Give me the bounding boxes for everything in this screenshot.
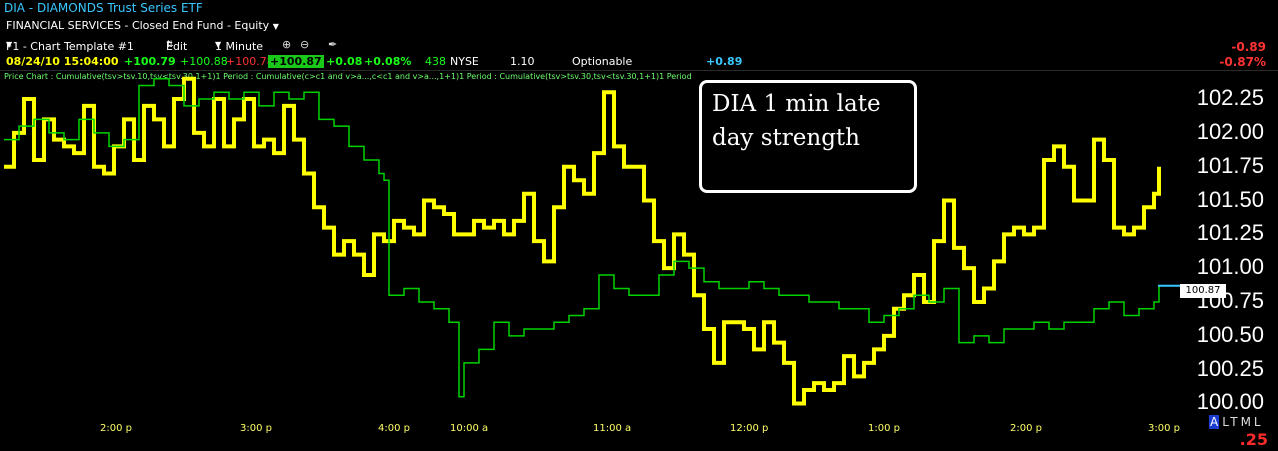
x-tick-label: 11:00 a [593, 423, 632, 434]
day-change-percent: -0.87% [1219, 55, 1266, 69]
price-series-line [4, 76, 1161, 406]
scale-option-selected[interactable]: A [1209, 415, 1220, 429]
quote-high: +100.88 [180, 55, 228, 68]
scale-step: .25 [1239, 430, 1268, 449]
quote-volume: 438 [425, 55, 446, 68]
divider [0, 70, 1278, 71]
interval-label: 1 Minute [215, 40, 264, 53]
y-tick-label: 101.25 [1196, 220, 1264, 246]
quote-open: +100.79 [124, 55, 176, 68]
x-tick-label: 3:00 p [1148, 423, 1180, 434]
chevron-down-icon: ▼ [6, 40, 13, 49]
quote-change: +0.08 [326, 55, 363, 68]
quote-exchange: NYSE [450, 55, 479, 68]
y-tick-label: 101.75 [1196, 152, 1264, 178]
draw-tool-icon[interactable]: ✒ [328, 38, 338, 51]
indicator-series-line [4, 78, 1180, 398]
chevron-down-icon: ▼ [215, 40, 222, 49]
study-legend: Price Chart : Cumulative(tsv>tsv.10,tsv<… [4, 72, 692, 81]
quote-percent: +0.08% [364, 55, 412, 68]
y-tick-label: 101.50 [1196, 186, 1264, 212]
quote-bar: 08/24/10 15:04:00 +100.79 +100.88 +100.7… [0, 53, 1278, 69]
sort-icon: ⇅ [166, 40, 174, 50]
chart-annotation: DIA 1 min late day strength [699, 80, 917, 193]
scale-options[interactable]: LTML [1222, 415, 1264, 429]
title-bar: DIA - DIAMONDS Trust Series ETF [0, 0, 1278, 18]
y-tick-label: 101.00 [1196, 254, 1264, 280]
day-change: -0.89 [1231, 40, 1266, 54]
template-label: F1 - Chart Template #1 [6, 40, 134, 53]
price-chart[interactable] [0, 72, 1180, 422]
y-tick-label: 102.00 [1196, 118, 1264, 144]
y-tick-label: 100.25 [1196, 355, 1264, 381]
x-tick-label: 2:00 p [100, 423, 132, 434]
symbol-description[interactable]: FINANCIAL SERVICES - Closed End Fund - E… [6, 19, 279, 32]
quote-low: +100.78 [226, 55, 274, 68]
scale-selector[interactable]: A LTML [1209, 415, 1264, 429]
quote-datetime: 08/24/10 15:04:00 [6, 55, 119, 68]
last-price-tag: 100.87 [1180, 284, 1226, 298]
x-tick-label: 10:00 a [450, 423, 489, 434]
zoom-out-icon[interactable]: ⊖ [300, 38, 310, 51]
quote-options: Optionable [572, 55, 633, 68]
quote-net: +0.89 [706, 55, 743, 68]
x-tick-label: 3:00 p [240, 423, 272, 434]
quote-beta: 1.10 [510, 55, 535, 68]
x-tick-label: 12:00 p [730, 423, 769, 434]
quote-last: +100.87 [268, 55, 324, 68]
chevron-down-icon[interactable]: ▼ [272, 22, 279, 31]
edit-label: Edit [166, 40, 188, 53]
x-tick-label: 1:00 p [868, 423, 900, 434]
window-title: DIA - DIAMONDS Trust Series ETF [4, 1, 203, 15]
toolbar: F1 - Chart Template #1 ▼ ⇅ Edit 1 Minute… [0, 36, 1278, 54]
y-tick-label: 100.50 [1196, 321, 1264, 347]
x-tick-label: 2:00 p [1010, 423, 1042, 434]
subtitle-text: FINANCIAL SERVICES - Closed End Fund - E… [6, 19, 270, 32]
y-tick-label: 102.25 [1196, 85, 1264, 111]
x-tick-label: 4:00 p [378, 423, 410, 434]
y-tick-label: 100.00 [1196, 389, 1264, 415]
zoom-in-icon[interactable]: ⊕ [282, 38, 292, 51]
